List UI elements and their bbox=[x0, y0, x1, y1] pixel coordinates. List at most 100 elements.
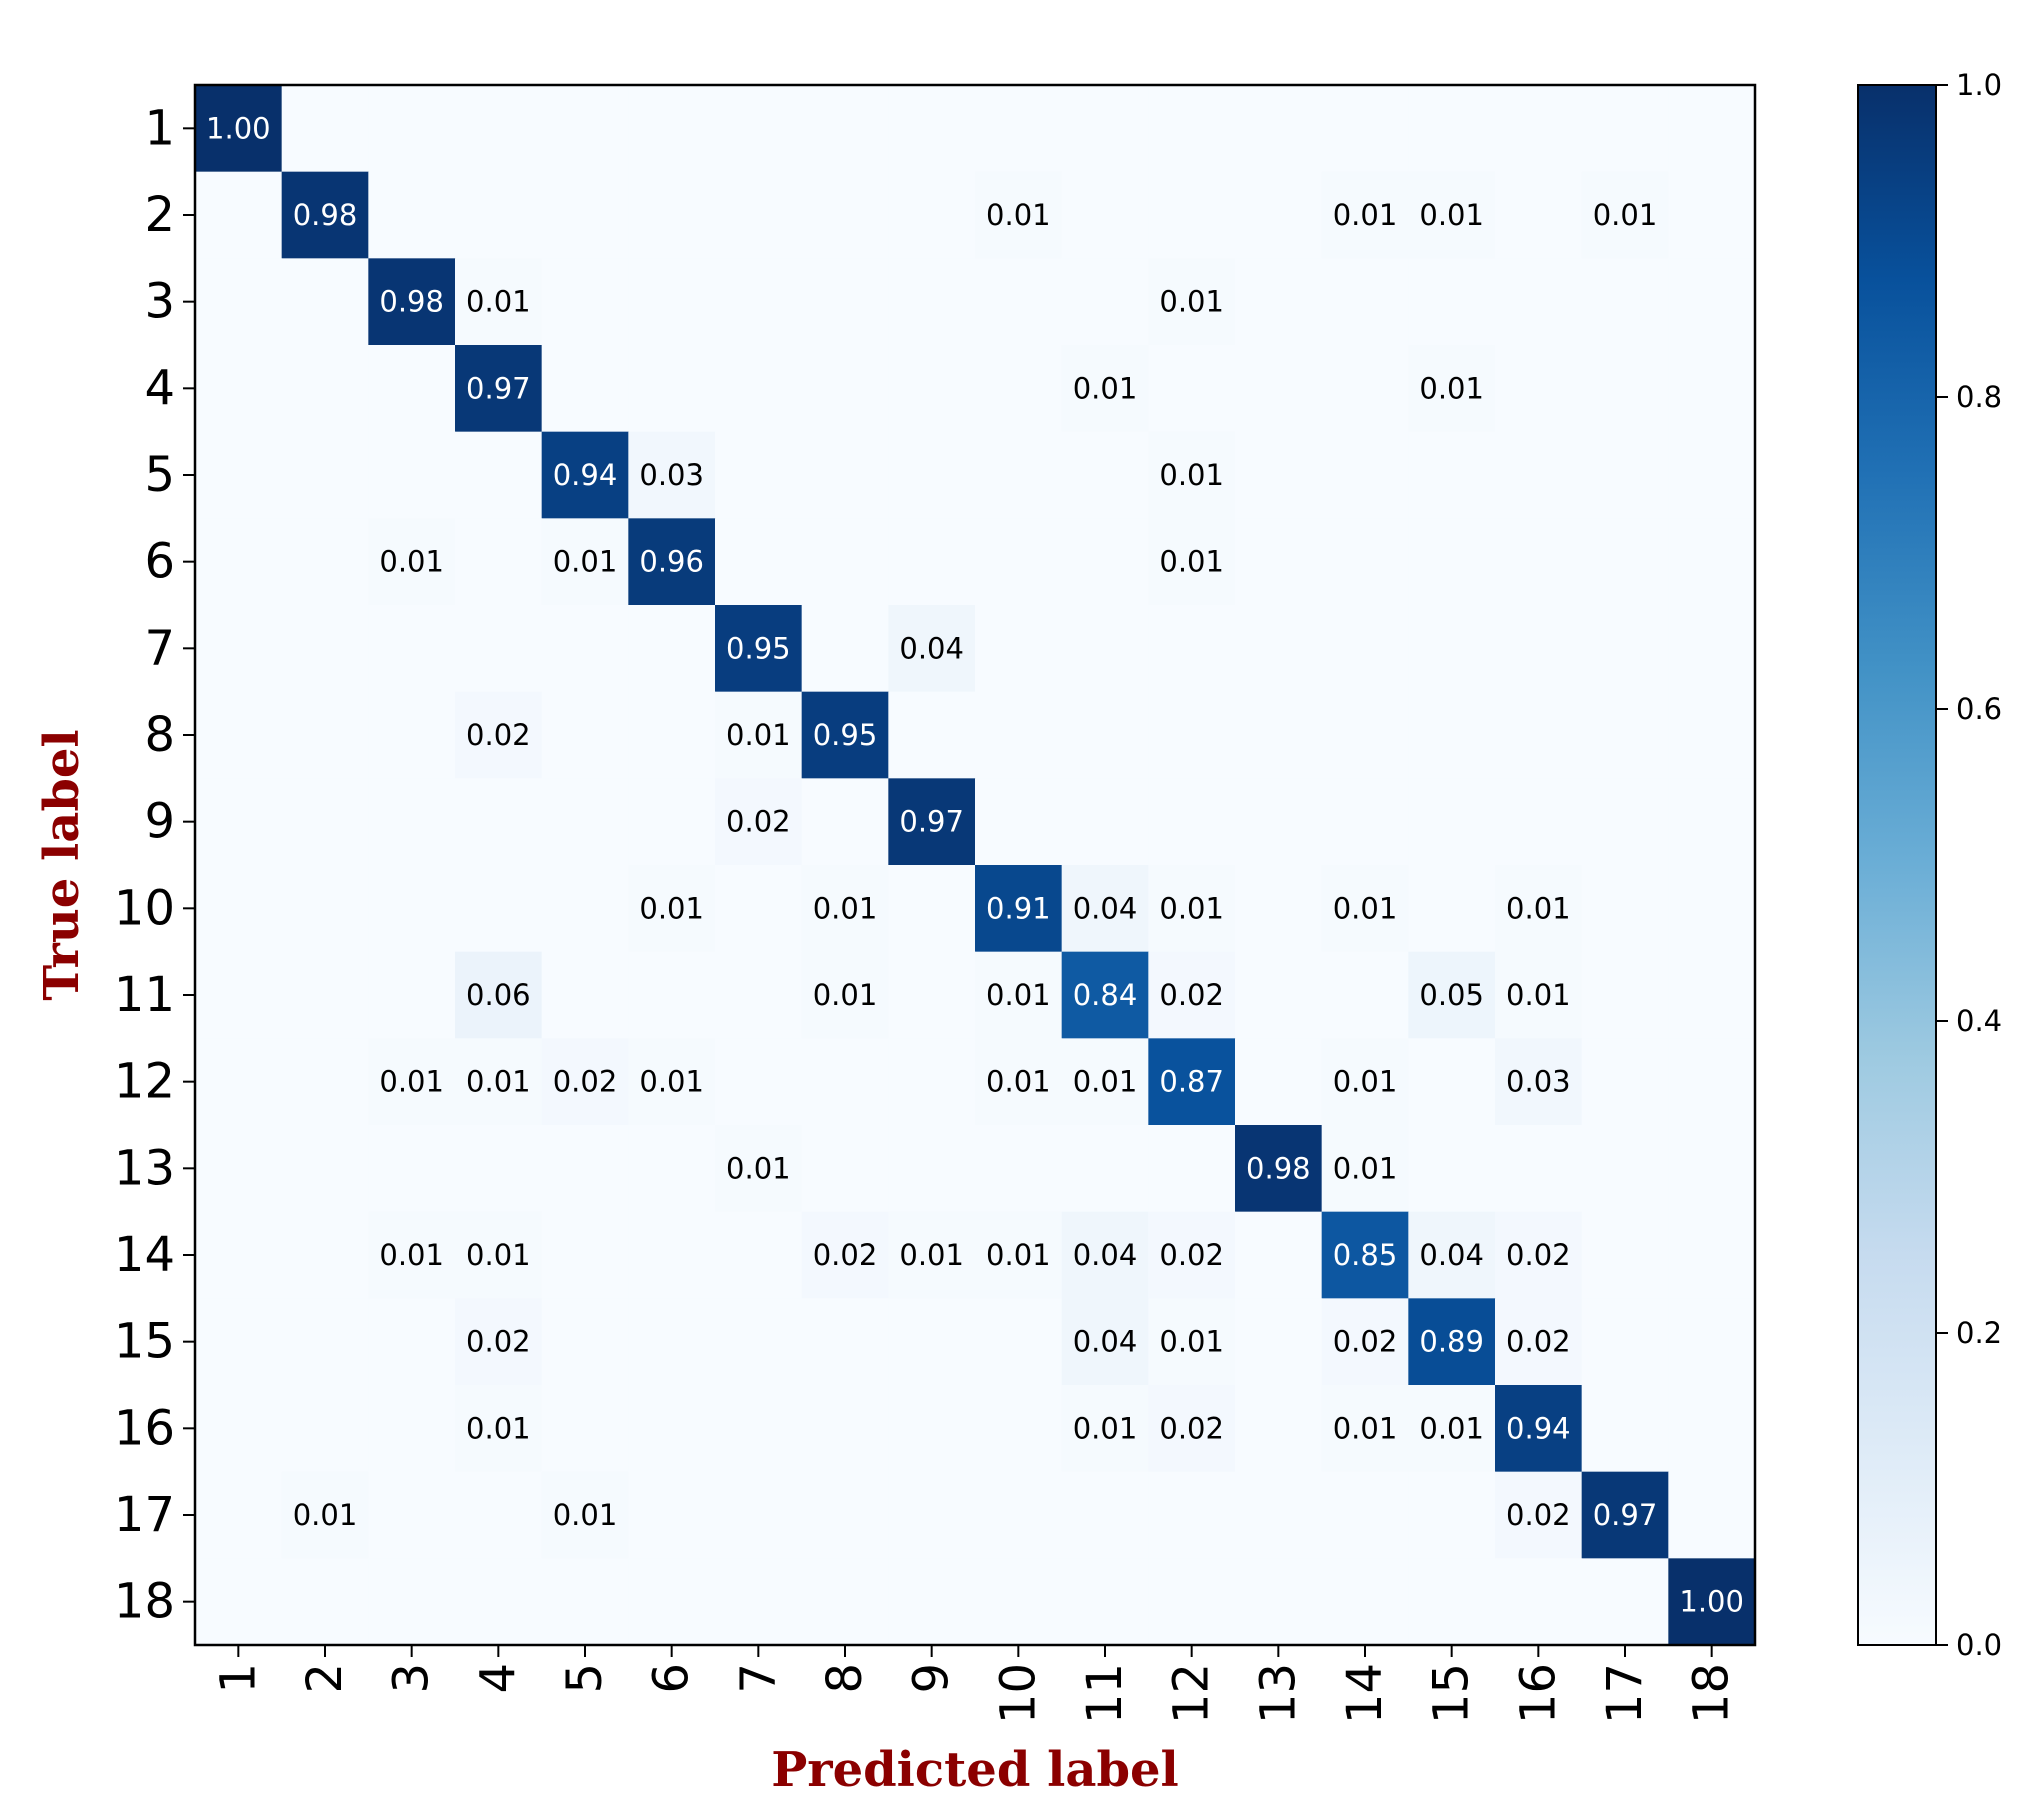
heatmap-cell bbox=[1408, 865, 1496, 953]
cell-value-label: 0.05 bbox=[1419, 978, 1484, 1012]
cell-value-label: 0.02 bbox=[1159, 978, 1224, 1012]
heatmap-cell bbox=[1148, 1125, 1236, 1213]
heatmap-cell bbox=[1408, 605, 1496, 693]
heatmap-cell bbox=[541, 171, 629, 259]
heatmap-cell bbox=[1061, 1385, 1149, 1473]
heatmap-cell bbox=[1321, 1385, 1409, 1473]
cell-value-label: 0.87 bbox=[1159, 1065, 1224, 1099]
heatmap-cell bbox=[1235, 1471, 1323, 1559]
heatmap-cell bbox=[541, 778, 629, 866]
heatmap-cell bbox=[1668, 258, 1756, 346]
heatmap-cell bbox=[281, 171, 369, 259]
cell-value-label: 0.91 bbox=[986, 891, 1051, 925]
heatmap-cell bbox=[1495, 345, 1583, 433]
cell-value-label: 0.84 bbox=[1073, 978, 1138, 1012]
heatmap-cell bbox=[1148, 865, 1236, 953]
heatmap-cell bbox=[541, 345, 629, 433]
x-tick-label: 2 bbox=[297, 1663, 353, 1694]
heatmap-cell bbox=[281, 1385, 369, 1473]
heatmap-cell bbox=[1668, 518, 1756, 606]
y-tick-label: 4 bbox=[144, 360, 175, 416]
heatmap-cell bbox=[1581, 258, 1669, 346]
cell-value-label: 0.98 bbox=[379, 285, 444, 319]
heatmap-cell bbox=[628, 85, 716, 173]
heatmap-cell bbox=[1235, 1298, 1323, 1386]
heatmap-cell bbox=[368, 1385, 456, 1473]
y-tick-label: 11 bbox=[114, 967, 175, 1023]
heatmap-cell bbox=[628, 691, 716, 779]
heatmap-cell bbox=[195, 171, 283, 259]
cell-value-label: 1.00 bbox=[206, 111, 271, 145]
cell-value-label: 0.01 bbox=[1073, 371, 1138, 405]
heatmap-cell bbox=[1321, 1298, 1409, 1386]
heatmap-cell bbox=[195, 345, 283, 433]
heatmap-cell bbox=[195, 1298, 283, 1386]
heatmap-cell bbox=[975, 605, 1063, 693]
heatmap-cell bbox=[1148, 951, 1236, 1039]
heatmap-cell bbox=[1148, 258, 1236, 346]
heatmap-cell bbox=[1668, 605, 1756, 693]
heatmap-cell bbox=[888, 258, 976, 346]
heatmap-cell bbox=[1321, 1038, 1409, 1126]
heatmap-cell bbox=[1408, 85, 1496, 173]
heatmap-cell bbox=[281, 518, 369, 606]
heatmap-cell bbox=[1495, 431, 1583, 519]
colorbar bbox=[1857, 84, 1937, 1646]
heatmap-cell bbox=[975, 951, 1063, 1039]
heatmap-cell bbox=[1321, 1211, 1409, 1299]
colorbar-tick-label: 0.2 bbox=[1956, 1316, 2002, 1350]
heatmap-cell bbox=[801, 951, 889, 1039]
heatmap-cell bbox=[195, 1038, 283, 1126]
heatmap-cell bbox=[541, 1211, 629, 1299]
cell-value-label: 0.89 bbox=[1419, 1325, 1484, 1359]
heatmap-cell bbox=[1061, 431, 1149, 519]
heatmap-cell bbox=[1581, 1471, 1669, 1559]
heatmap-cell bbox=[888, 691, 976, 779]
heatmap-cell bbox=[1581, 1125, 1669, 1213]
heatmap-cell bbox=[1148, 171, 1236, 259]
x-tick-label: 4 bbox=[470, 1663, 526, 1694]
heatmap-cell bbox=[1581, 951, 1669, 1039]
heatmap-cell bbox=[715, 171, 803, 259]
heatmap-cell bbox=[801, 345, 889, 433]
x-tick-label: 11 bbox=[1077, 1663, 1133, 1724]
heatmap-cell bbox=[1061, 1298, 1149, 1386]
heatmap-cell bbox=[195, 1385, 283, 1473]
heatmap-cell bbox=[888, 518, 976, 606]
heatmap-cell bbox=[628, 1298, 716, 1386]
heatmap-cell bbox=[1668, 85, 1756, 173]
heatmap-cell bbox=[715, 951, 803, 1039]
cell-value-label: 0.06 bbox=[466, 978, 531, 1012]
heatmap-cell bbox=[801, 171, 889, 259]
heatmap-cell bbox=[1668, 865, 1756, 953]
heatmap-cell bbox=[1061, 605, 1149, 693]
y-tick-label: 6 bbox=[144, 534, 175, 590]
heatmap-cell bbox=[801, 691, 889, 779]
heatmap-cell bbox=[628, 518, 716, 606]
heatmap-cell bbox=[1495, 1385, 1583, 1473]
cell-value-label: 0.94 bbox=[1506, 1411, 1571, 1445]
heatmap-cell bbox=[975, 1558, 1063, 1646]
cell-value-label: 0.01 bbox=[1419, 371, 1484, 405]
heatmap-cells bbox=[195, 85, 1756, 1646]
heatmap-cell bbox=[1148, 778, 1236, 866]
heatmap-cell bbox=[455, 1125, 543, 1213]
cell-value-label: 0.01 bbox=[1333, 1411, 1398, 1445]
cell-value-label: 0.01 bbox=[813, 978, 878, 1012]
heatmap-cell bbox=[888, 85, 976, 173]
heatmap-cell bbox=[1061, 518, 1149, 606]
heatmap-cell bbox=[1581, 171, 1669, 259]
heatmap-cell bbox=[1235, 171, 1323, 259]
heatmap-cell bbox=[455, 691, 543, 779]
heatmap-cell bbox=[541, 1385, 629, 1473]
cell-value-label: 0.01 bbox=[466, 1238, 531, 1272]
heatmap-cell bbox=[281, 691, 369, 779]
heatmap-cell bbox=[281, 1298, 369, 1386]
heatmap-cell bbox=[1581, 345, 1669, 433]
heatmap-cell bbox=[455, 1038, 543, 1126]
heatmap-cell bbox=[1495, 1125, 1583, 1213]
heatmap-cell bbox=[541, 1038, 629, 1126]
heatmap-cell bbox=[1321, 518, 1409, 606]
heatmap-cell bbox=[628, 431, 716, 519]
heatmap-cell bbox=[715, 1125, 803, 1213]
